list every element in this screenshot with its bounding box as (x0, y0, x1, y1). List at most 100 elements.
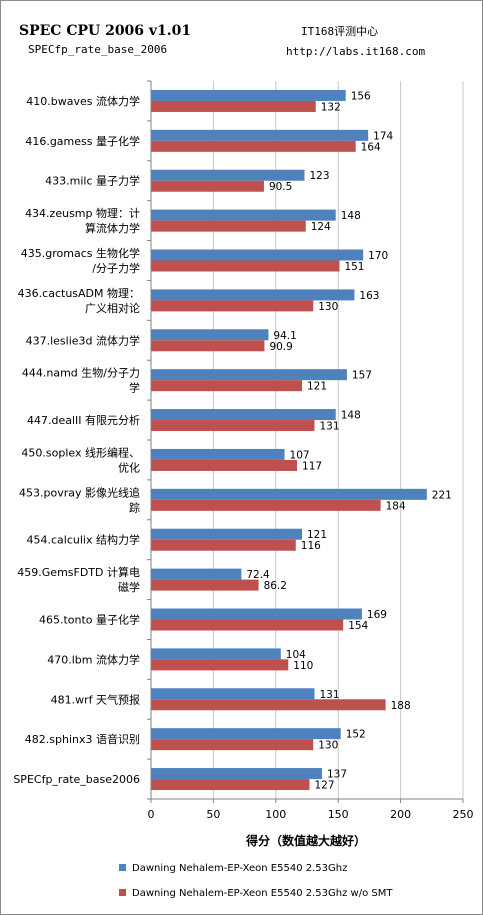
value-label-nosmt-8: 131 (319, 421, 339, 433)
value-label-nosmt-10: 184 (386, 500, 406, 512)
bar-nosmt-13 (151, 619, 344, 631)
bar-nosmt-7 (151, 380, 303, 392)
category-label-3-line0: 434.zeusmp 物理：计 (25, 206, 140, 220)
value-label-smt-15: 131 (319, 689, 339, 701)
bar-nosmt-2 (151, 180, 264, 192)
bar-smt-11 (151, 528, 303, 540)
category-label-12-line0: 459.GemsFDTD 计算电 (17, 565, 140, 579)
value-label-smt-16: 152 (346, 729, 366, 741)
bar-smt-5 (151, 289, 355, 301)
x-tick-label-1: 50 (206, 808, 220, 821)
category-label-15: 481.wrf 天气预报 (51, 692, 140, 706)
value-label-smt-11: 121 (307, 529, 327, 541)
category-label-12-line1: 磁学 (118, 580, 140, 594)
value-label-nosmt-5: 130 (318, 301, 338, 313)
bar-smt-7 (151, 369, 347, 381)
category-label-3-line1: 算流体力学 (85, 221, 140, 235)
bar-smt-3 (151, 209, 336, 221)
value-label-nosmt-12: 86.2 (264, 580, 287, 592)
category-label-13: 465.tonto 量子化学 (39, 613, 140, 627)
bar-nosmt-10 (151, 499, 381, 511)
bar-nosmt-11 (151, 539, 296, 551)
bar-nosmt-15 (151, 699, 386, 711)
value-label-nosmt-4: 151 (344, 261, 364, 273)
bar-smt-8 (151, 409, 336, 421)
value-label-nosmt-13: 154 (348, 620, 368, 632)
category-label-7-line1: 学 (129, 381, 140, 395)
category-label-5-line1: 广义相对论 (85, 301, 140, 315)
value-label-nosmt-16: 130 (318, 740, 338, 752)
value-label-smt-13: 169 (367, 609, 387, 621)
value-label-nosmt-15: 188 (391, 700, 411, 712)
bar-nosmt-12 (151, 579, 259, 591)
source-name: IT168评测中心 (301, 25, 378, 38)
value-label-nosmt-7: 121 (307, 381, 327, 393)
bar-smt-6 (151, 329, 269, 341)
value-label-smt-5: 163 (359, 290, 379, 302)
category-label-10-line0: 453.povray 影像光线追 (19, 485, 140, 499)
value-label-smt-12: 72.4 (246, 569, 270, 581)
category-label-14: 470.lbm 流体力学 (47, 652, 140, 666)
category-label-17: SPECfp_rate_base2006 (13, 773, 140, 786)
category-label-8: 447.dealII 有限元分析 (27, 413, 140, 427)
category-label-7-line0: 444.namd 生物/分子力 (22, 366, 140, 380)
value-label-smt-4: 170 (368, 250, 388, 262)
bar-nosmt-4 (151, 260, 340, 272)
chart-subtitle: SPECfp_rate_base_2006 (28, 43, 167, 56)
bar-smt-4 (151, 249, 364, 261)
bar-smt-13 (151, 608, 362, 620)
value-label-smt-0: 156 (351, 90, 371, 102)
category-label-0: 410.bwaves 流体力学 (26, 94, 140, 108)
bar-nosmt-14 (151, 659, 289, 671)
category-label-4-line1: /分子力学 (92, 261, 140, 275)
bar-nosmt-5 (151, 300, 314, 312)
bar-smt-15 (151, 688, 315, 700)
value-label-nosmt-17: 127 (314, 780, 334, 792)
category-label-16: 482.sphinx3 语音识别 (25, 732, 140, 746)
x-tick-label-3: 150 (328, 808, 349, 821)
source-url: http://labs.it168.com (286, 45, 425, 58)
legend-swatch-0 (119, 864, 126, 871)
x-tick-label-5: 250 (453, 808, 474, 821)
value-label-smt-2: 123 (310, 170, 330, 182)
value-label-smt-3: 148 (341, 210, 361, 222)
value-label-nosmt-14: 110 (293, 660, 313, 672)
value-label-smt-8: 148 (341, 410, 361, 422)
category-label-2: 433.milc 量子力学 (45, 174, 140, 188)
bar-smt-10 (151, 488, 427, 500)
value-label-smt-10: 221 (432, 489, 452, 501)
x-tick-label-4: 200 (390, 808, 411, 821)
legend-label-0: Dawning Nehalem-EP-Xeon E5540 2.53Ghz (132, 863, 347, 874)
bar-nosmt-9 (151, 459, 298, 471)
value-label-nosmt-2: 90.5 (269, 181, 292, 193)
value-label-smt-1: 174 (373, 130, 393, 142)
category-label-5-line0: 436.cactusADM 物理： (18, 286, 140, 300)
chart-title: SPEC CPU 2006 v1.01 (19, 23, 191, 39)
bar-nosmt-0 (151, 100, 316, 112)
value-label-smt-14: 104 (286, 649, 306, 661)
bar-nosmt-8 (151, 420, 315, 432)
bar-smt-16 (151, 728, 341, 740)
legend-swatch-1 (119, 889, 126, 896)
value-label-nosmt-11: 116 (301, 540, 321, 552)
bar-smt-9 (151, 448, 285, 460)
bar-nosmt-1 (151, 140, 356, 152)
category-label-1: 416.gamess 量子化学 (25, 134, 140, 148)
bar-nosmt-3 (151, 220, 306, 232)
category-label-4-line0: 435.gromacs 生物化学 (21, 246, 140, 260)
x-tick-label-0: 0 (148, 808, 155, 821)
category-label-10-line1: 踪 (129, 500, 140, 514)
bar-nosmt-17 (151, 779, 310, 791)
legend-label-1: Dawning Nehalem-EP-Xeon E5540 2.53Ghz w/… (132, 888, 393, 899)
category-label-11: 454.calculix 结构力学 (27, 533, 140, 547)
x-axis-label: 得分（数值越大越好） (245, 833, 366, 848)
bar-smt-1 (151, 129, 369, 141)
legend: Dawning Nehalem-EP-Xeon E5540 2.53Ghz Daw… (119, 863, 393, 899)
category-label-6: 437.leslie3d 流体力学 (26, 333, 140, 347)
bar-smt-2 (151, 169, 305, 181)
bar-smt-14 (151, 648, 281, 660)
value-label-smt-6: 94.1 (273, 330, 296, 342)
x-tick-label-2: 100 (265, 808, 286, 821)
